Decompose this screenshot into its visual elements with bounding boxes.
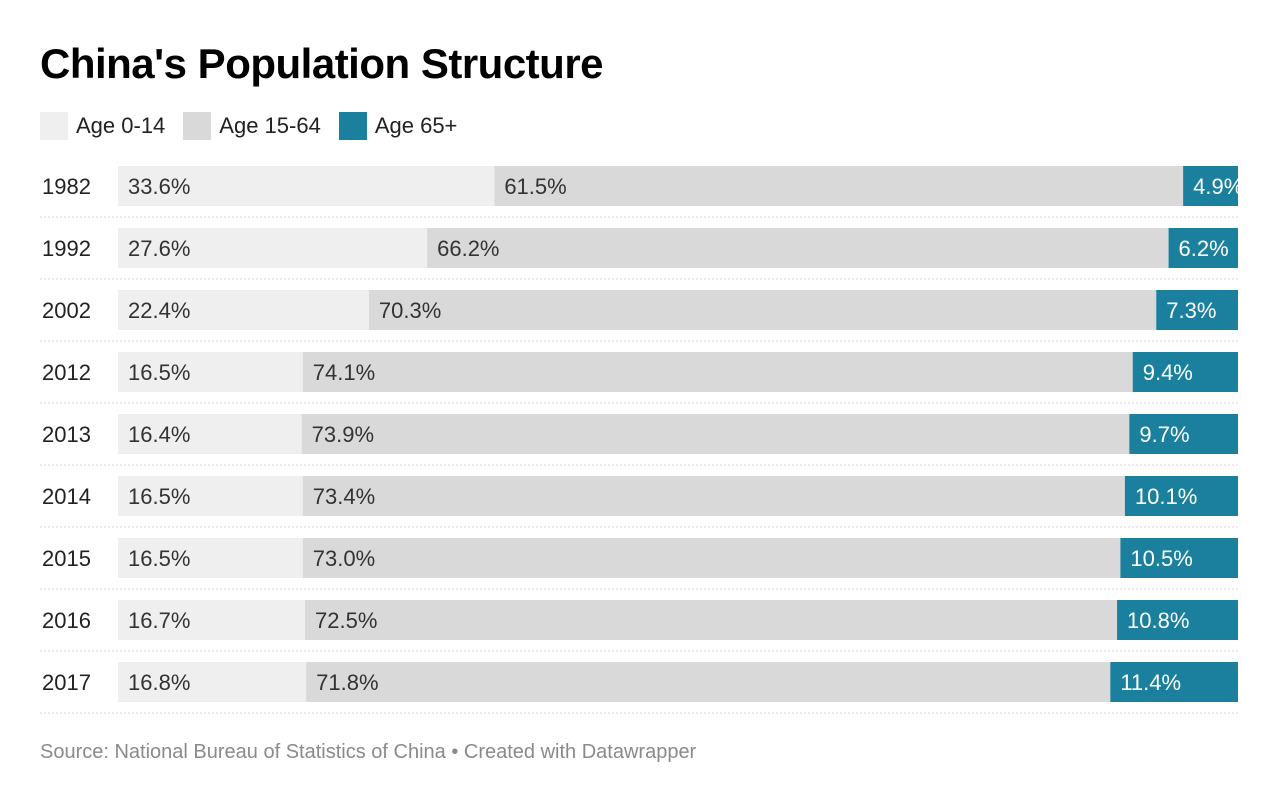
year-label-2002: 2002 — [42, 298, 91, 323]
data-label-age-15-64-2014: 73.4% — [313, 484, 375, 509]
data-label-age-65-plus-2012: 9.4% — [1143, 360, 1193, 385]
bar-segment-age-15-64-2013 — [301, 414, 1130, 454]
bar-segment-age-0-14-2015 — [118, 538, 303, 578]
bar-segment-age-65-plus-1982 — [1183, 166, 1238, 206]
bar-segment-age-15-64-1992 — [427, 228, 1169, 268]
year-label-2012: 2012 — [42, 360, 91, 385]
legend-label-age-65-plus: Age 65+ — [374, 113, 458, 138]
bar-segment-age-65-plus-2012 — [1132, 352, 1238, 392]
legend-item-age-15-64: Age 15-64 — [183, 112, 321, 140]
data-label-age-0-14-2012: 16.5% — [128, 360, 190, 385]
bar-segment-age-65-plus-2014 — [1124, 476, 1238, 516]
bar-segment-age-65-plus-2002 — [1156, 290, 1238, 330]
data-label-age-65-plus-2017: 11.4% — [1120, 670, 1181, 695]
bar-segment-age-0-14-1992 — [118, 228, 428, 268]
bar-segment-age-65-plus-2015 — [1120, 538, 1238, 578]
legend-label-age-15-64: Age 15-64 — [219, 113, 321, 138]
legend-swatch-age-65-plus — [338, 112, 367, 140]
bar-segment-age-15-64-2002 — [368, 290, 1157, 330]
data-label-age-0-14-2014: 16.5% — [128, 484, 190, 509]
data-label-age-0-14-2017: 16.8% — [128, 670, 190, 695]
data-label-age-15-64-1992: 66.2% — [437, 236, 499, 261]
data-label-age-15-64-2017: 71.8% — [316, 670, 378, 695]
legend-item-age-0-14: Age 0-14 — [40, 112, 165, 140]
bar-segment-age-65-plus-2016 — [1117, 600, 1238, 640]
bar-segment-age-65-plus-1992 — [1168, 228, 1238, 268]
data-label-age-65-plus-2013: 9.7% — [1139, 422, 1189, 447]
bar-segment-age-0-14-2012 — [118, 352, 303, 392]
bar-segment-age-15-64-2014 — [302, 476, 1125, 516]
data-label-age-0-14-2015: 16.5% — [128, 546, 190, 571]
bar-segment-age-15-64-2017 — [306, 662, 1111, 702]
bar-segment-age-0-14-2016 — [118, 600, 306, 640]
year-label-1992: 1992 — [42, 236, 91, 261]
year-label-2014: 2014 — [42, 484, 91, 509]
legend: Age 0-14 Age 15-64 Age 65+ — [40, 112, 475, 140]
legend-swatch-age-15-64 — [183, 112, 212, 140]
year-label-1982: 1982 — [42, 174, 91, 199]
data-label-age-65-plus-2014: 10.1% — [1135, 484, 1197, 509]
chart-title: China's Population Structure — [40, 40, 604, 87]
data-label-age-65-plus-2015: 10.5% — [1130, 546, 1192, 571]
data-label-age-65-plus-2002: 7.3% — [1166, 298, 1216, 323]
data-label-age-65-plus-1982: 4.9% — [1193, 174, 1243, 199]
bar-segment-age-0-14-2017 — [118, 662, 307, 702]
bar-segment-age-15-64-1982 — [494, 166, 1184, 206]
year-label-2016: 2016 — [42, 608, 91, 633]
data-label-age-15-64-2012: 74.1% — [313, 360, 375, 385]
legend-swatch-age-0-14 — [40, 112, 68, 140]
bar-segment-age-0-14-2002 — [118, 290, 369, 330]
data-label-age-0-14-1982: 33.6% — [128, 174, 190, 199]
year-label-2013: 2013 — [42, 422, 91, 447]
data-label-age-65-plus-2016: 10.8% — [1127, 608, 1189, 633]
bar-segment-age-0-14-2013 — [118, 414, 302, 454]
bar-segment-age-15-64-2016 — [305, 600, 1118, 640]
legend-label-age-0-14: Age 0-14 — [76, 113, 166, 138]
data-label-age-65-plus-1992: 6.2% — [1179, 236, 1229, 261]
data-label-age-15-64-2002: 70.3% — [379, 298, 441, 323]
data-label-age-0-14-1992: 27.6% — [128, 236, 190, 261]
data-label-age-0-14-2016: 16.7% — [128, 608, 190, 633]
data-label-age-0-14-2002: 22.4% — [128, 298, 190, 323]
year-label-2015: 2015 — [42, 546, 91, 571]
bar-segment-age-0-14-1982 — [118, 166, 495, 206]
year-label-2017: 2017 — [42, 670, 91, 695]
data-label-age-15-64-2016: 72.5% — [315, 608, 377, 633]
legend-item-age-65-plus: Age 65+ — [338, 112, 458, 140]
source-footer: Source: National Bureau of Statistics of… — [40, 741, 697, 763]
bar-segment-age-15-64-2012 — [302, 352, 1133, 392]
data-label-age-15-64-2015: 73.0% — [313, 546, 375, 571]
data-label-age-15-64-1982: 61.5% — [504, 174, 566, 199]
bar-segment-age-65-plus-2013 — [1129, 414, 1238, 454]
data-label-age-0-14-2013: 16.4% — [128, 422, 190, 447]
bar-segment-age-65-plus-2017 — [1110, 662, 1238, 702]
bar-segment-age-15-64-2015 — [302, 538, 1121, 578]
bar-segment-age-0-14-2014 — [118, 476, 303, 516]
data-label-age-15-64-2013: 73.9% — [312, 422, 374, 447]
